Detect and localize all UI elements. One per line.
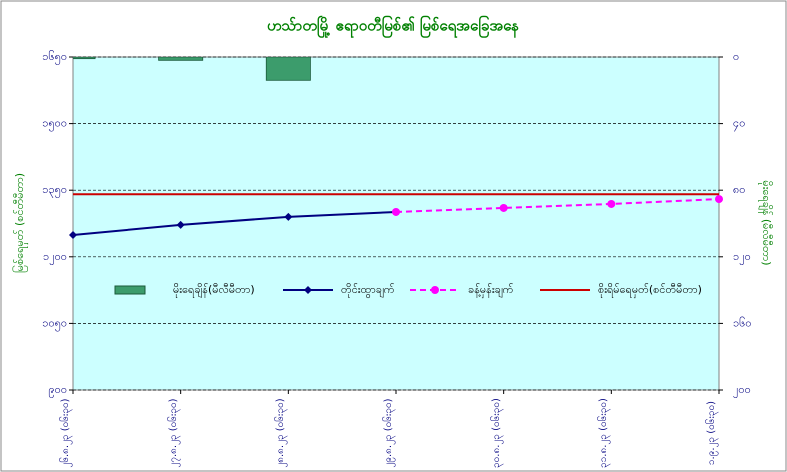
plot-area: [72, 56, 720, 391]
marker: [176, 220, 185, 229]
marker: [284, 212, 293, 221]
y2-tick-label: ၂၀၀: [733, 383, 751, 398]
y2-tick-label: ၄၀: [733, 117, 745, 132]
legend-label: မိုးရေချိန်(မီလီမီတာ): [173, 283, 255, 298]
y-tick-label: ၁၃၅၀: [42, 183, 67, 198]
x-tick-label: ၂၉.၈.၂၃ (၀၆း၃၀): [383, 398, 394, 468]
y-axis-label: မြစ်ရေမှတ် (စင်တီမီတာ): [12, 173, 28, 273]
x-tick-label: ၂၈.၈.၂၃ (၀၆း၃၀): [275, 398, 287, 468]
x-tick-label: ၃၀.၈.၂၃ (၀၆း၃၀): [490, 398, 502, 468]
marker: [715, 195, 723, 204]
legend-marker: [431, 286, 439, 294]
marker: [607, 199, 616, 208]
x-tick-label: ၂၆.၈.၂၃ (၀၆း၃၀): [60, 398, 71, 468]
y-tick-label: ၁၆၅၀: [42, 50, 67, 65]
x-tick-label: ၂၇.၈.၂၃ (၀၆း၃၀): [167, 398, 179, 468]
y-tick-label: ၁၂၀၀: [43, 250, 67, 265]
legend-label: စိုးရိမ်ရေမှတ်(စင်တီမီတာ): [598, 283, 702, 298]
y2-tick-label: ၀: [733, 50, 739, 63]
y-tick-label: ၁၀၅၀: [42, 316, 67, 331]
y-tick-label: ၁၅၀၀: [42, 117, 67, 132]
legend-swatch: [114, 285, 146, 295]
marker: [392, 207, 400, 216]
x-tick-label: ၁.၉.၂၃ (၀၆း၃၀): [706, 400, 717, 466]
marker: [499, 203, 508, 212]
legend-label: တိုင်းထွာချက်: [341, 283, 395, 298]
y2-tick-label: ၁၆၀: [733, 316, 752, 329]
y2-tick-label: ၁၂၀: [733, 250, 751, 265]
y2-axis-label: မိုးရေချိန် (မီလီမီတာ): [758, 180, 773, 265]
legend-marker: [304, 286, 312, 294]
x-tick-label: ၃၁.၈.၂၃ (၀၆း၃၀): [598, 398, 610, 468]
bar: [265, 57, 311, 81]
legend-label: ခန့်မှန်းချက်: [468, 283, 514, 298]
plot-series: [73, 57, 719, 237]
line: [73, 210, 397, 237]
y2-tick-label: ၈၀: [733, 183, 745, 196]
marker: [69, 231, 77, 240]
bar: [73, 57, 96, 60]
bar: [158, 57, 204, 61]
line: [395, 198, 719, 213]
y-tick-label: ၉၀၀: [48, 383, 67, 398]
